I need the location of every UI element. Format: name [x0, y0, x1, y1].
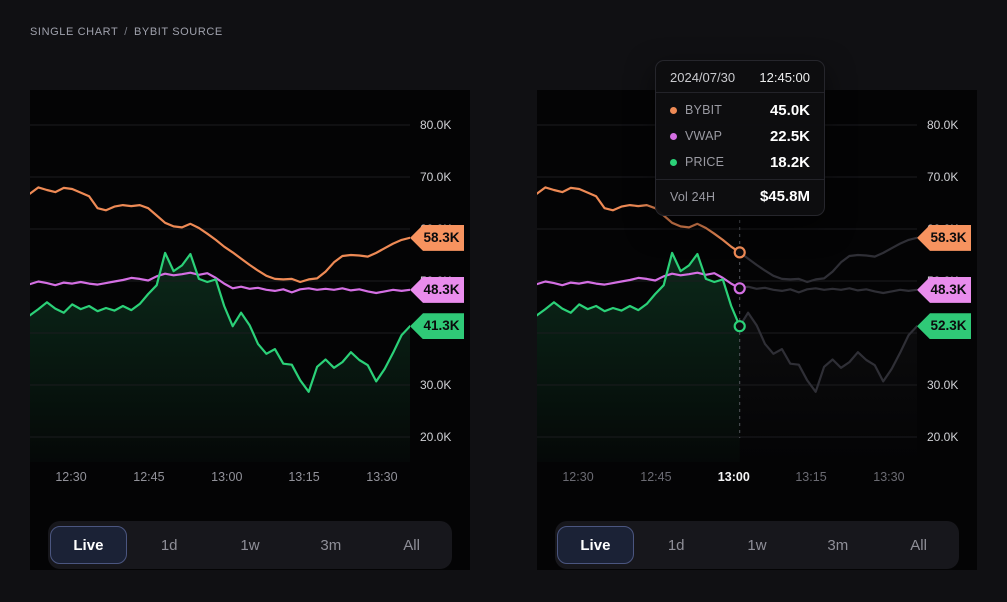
timeframe-1w-button[interactable]: 1w [747, 536, 767, 554]
tooltip-time: 12:45:00 [759, 70, 810, 85]
timeframe-selector-right: Live 1d 1w 3m All [555, 521, 959, 569]
timeframe-3m-button[interactable]: 3m [320, 536, 342, 554]
y-axis-label: 70.0K [420, 170, 452, 184]
tooltip-row-value: 45.0K [769, 101, 810, 119]
y-axis-label: 80.0K [420, 118, 452, 132]
price-badges-right: 58.3K 48.3K 52.3K [917, 90, 977, 462]
timeframe-selector-left: Live 1d 1w 3m All [48, 521, 452, 569]
price-area-fill [30, 252, 410, 462]
y-axis-label: 20.0K [927, 430, 959, 444]
x-axis-left: 12:30 12:45 13:00 13:15 13:30 [30, 468, 410, 486]
price-series-dot [670, 158, 677, 166]
price-badge-bybit: 58.3K [917, 224, 971, 251]
price-area-fill [537, 252, 740, 462]
price-area-fill-dimmed [739, 312, 917, 462]
x-axis-right: 12:30 12:45 13:00 13:15 13:30 [537, 468, 917, 486]
tooltip-row-bybit: BYBIT 45.0K [670, 97, 810, 123]
timeframe-all-button[interactable]: All [403, 536, 420, 554]
price-badge-price: 52.3K [917, 313, 971, 340]
price-badge-vwap: 48.3K [410, 276, 464, 303]
series-line-vwap-dimmed [738, 285, 917, 295]
x-axis-label: 13:15 [288, 470, 320, 484]
y-axis-label: 70.0K [927, 170, 959, 184]
series-line-bybit [537, 186, 741, 254]
x-axis-label: 13:30 [366, 470, 398, 484]
tooltip-header: 2024/07/30 12:45:00 [656, 61, 824, 92]
timeframe-1d-button[interactable]: 1d [667, 536, 685, 554]
breadcrumb: SINGLE CHART / BYBIT SOURCE [30, 26, 223, 38]
crosshair-marker-vwap [733, 282, 746, 295]
tooltip-divider [656, 179, 824, 180]
timeframe-live-button[interactable]: Live [557, 526, 634, 564]
timeframe-1d-button[interactable]: 1d [160, 536, 178, 554]
price-badge-price: 41.3K [410, 313, 464, 340]
bybit-series-dot [670, 106, 677, 114]
price-badge-vwap: 48.3K [917, 276, 971, 303]
series-line-price [537, 251, 741, 328]
breadcrumb-bybit-source[interactable]: BYBIT SOURCE [133, 26, 223, 38]
tooltip-row-vwap: VWAP 22.5K [670, 123, 810, 149]
series-line-price-dimmed [738, 311, 917, 393]
y-axis-label: 20.0K [420, 430, 452, 444]
price-badge-bybit: 58.3K [410, 224, 464, 251]
timeframe-live-button[interactable]: Live [50, 526, 127, 564]
price-badges-left: 58.3K 48.3K 41.3K [410, 90, 470, 462]
tooltip-row-label: PRICE [685, 155, 725, 169]
timeframe-3m-button[interactable]: 3m [827, 536, 849, 554]
tooltip-rows: BYBIT 45.0K VWAP 22.5K PRICE 18.2K [656, 93, 824, 179]
tooltip-row-label: VWAP [685, 129, 723, 143]
timeframe-1w-button[interactable]: 1w [240, 536, 260, 554]
series-line-price [30, 251, 410, 393]
breadcrumb-separator: / [124, 26, 128, 38]
timeframe-all-button[interactable]: All [910, 536, 927, 554]
price-chart-left[interactable] [30, 90, 410, 462]
tooltip-row-price: PRICE 18.2K [670, 149, 810, 175]
crosshair-marker-price [733, 320, 746, 333]
vwap-series-dot [670, 132, 677, 140]
x-axis-label: 13:30 [873, 470, 905, 484]
x-axis-label: 12:30 [55, 470, 87, 484]
x-axis-label: 13:00 [717, 470, 750, 484]
volume-label: Vol 24H [670, 189, 716, 204]
x-axis-label: 13:15 [795, 470, 827, 484]
tooltip-row-label: BYBIT [685, 103, 723, 117]
series-line-bybit [30, 186, 410, 284]
series-line-vwap [537, 271, 741, 290]
price-chart-right[interactable] [537, 90, 917, 462]
crosshair-marker-bybit [733, 246, 746, 259]
x-axis-label: 12:45 [133, 470, 165, 484]
y-axis-label: 30.0K [927, 378, 959, 392]
x-axis-label: 13:00 [211, 470, 243, 484]
y-axis-label: 30.0K [420, 378, 452, 392]
tooltip-row-value: 18.2K [769, 153, 810, 171]
breadcrumb-single-chart[interactable]: SINGLE CHART [30, 26, 119, 38]
x-axis-label: 12:30 [562, 470, 594, 484]
series-line-bybit-dimmed [738, 236, 917, 284]
volume-value: $45.8M [759, 188, 810, 205]
tooltip-row-value: 22.5K [769, 127, 810, 145]
tooltip-footer: Vol 24H $45.8M [656, 180, 824, 215]
y-axis-label: 80.0K [927, 118, 959, 132]
tooltip-date: 2024/07/30 [670, 70, 736, 85]
tooltip-divider [656, 92, 824, 93]
chart-tooltip: 2024/07/30 12:45:00 BYBIT 45.0K VWAP 22.… [655, 60, 825, 216]
series-line-vwap [30, 271, 410, 295]
x-axis-label: 12:45 [640, 470, 672, 484]
